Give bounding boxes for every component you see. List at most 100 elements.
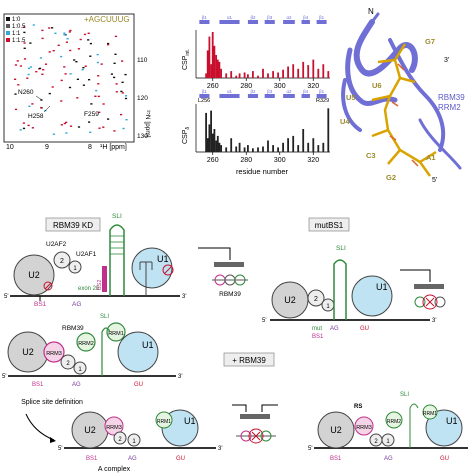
csp-bar	[238, 73, 241, 78]
csp-bar	[220, 145, 222, 152]
ss-label: β1	[202, 89, 208, 94]
mut-label: mut	[312, 326, 322, 332]
five-prime-label: 5'	[4, 294, 8, 300]
csp-bar	[267, 140, 269, 152]
ss-element	[283, 94, 295, 98]
legend-swatch	[6, 24, 10, 28]
flow-arrow	[25, 413, 55, 441]
ag-label: AG	[72, 301, 81, 308]
ss-label: β4	[303, 15, 309, 20]
csp-bar	[215, 55, 217, 78]
nmr-peak	[77, 126, 81, 128]
y-tick: 120	[137, 95, 148, 102]
nmr-peak	[83, 33, 87, 36]
nmr-peak	[14, 108, 18, 111]
rna-3prime: 3'	[444, 57, 449, 64]
nmr-peak	[122, 127, 125, 130]
nmr-peak	[22, 122, 25, 124]
csp-bar	[205, 73, 207, 78]
csp-bar	[302, 129, 305, 152]
rna-label-c3: C3	[366, 151, 376, 160]
csp-bar	[277, 147, 279, 152]
nmr-peak	[44, 63, 48, 65]
csp-bar	[317, 145, 320, 152]
ss-element	[199, 20, 210, 24]
u2af1-label: U2AF1	[76, 251, 97, 258]
csp-bar	[247, 74, 249, 78]
u2af1-num: 1	[386, 439, 390, 445]
csp-bar	[235, 146, 238, 152]
nmr-spectrum-panel: 1:0 1:0.5 1:1 1:1.5 +AGCUUUG N260 H258 F…	[3, 13, 151, 151]
csp-bar	[287, 138, 289, 152]
csp-bar	[206, 50, 209, 78]
nmr-peak	[98, 127, 101, 129]
csp-bar	[218, 142, 221, 152]
nmr-peak	[88, 79, 91, 81]
x-tick: 10	[6, 144, 14, 151]
gu-label: GU	[134, 382, 143, 388]
nmr-peak	[75, 61, 78, 63]
csp-bar	[327, 108, 330, 152]
nmr-peak	[41, 73, 44, 75]
nmr-peak	[14, 93, 17, 95]
nmr-peak	[96, 61, 99, 64]
u2af2-num: 2	[60, 258, 64, 265]
rna-label-u5: U5	[346, 93, 356, 102]
sli-label: SLI	[400, 392, 409, 398]
nmr-peak	[60, 100, 63, 102]
csp-bar	[252, 71, 254, 78]
csp-bar	[262, 68, 264, 78]
nmr-peak	[82, 67, 85, 69]
sli-label: SLI	[336, 245, 346, 252]
sli-label: SLI	[100, 314, 109, 320]
csp-bar	[243, 147, 246, 152]
splice-def-caption: Splice site definition	[21, 399, 83, 406]
rrm2-label: RRM2	[78, 341, 94, 347]
ss-label: β1	[202, 15, 208, 20]
nmr-peak	[97, 95, 100, 98]
nmr-peak	[121, 92, 124, 94]
csp-bar	[225, 73, 228, 78]
nmr-peak	[95, 89, 98, 92]
csp-bar	[307, 65, 310, 78]
csp-bar	[297, 145, 300, 152]
ss-label: β3	[267, 89, 273, 94]
nmr-peak	[97, 75, 100, 77]
nmr-peak	[48, 92, 51, 95]
nmr-peak	[35, 71, 38, 73]
nmr-peak	[64, 73, 67, 75]
rs-label: RS	[354, 404, 362, 410]
csp-bar	[208, 36, 211, 78]
nmr-peak	[114, 53, 117, 55]
secondary-structure-mid: β1 α1 β2 β3 α2 β4 β1	[199, 89, 327, 98]
u1-label: U1	[376, 282, 388, 292]
nmr-peak	[23, 47, 26, 49]
nmr-peak	[39, 57, 42, 59]
five-prime-label: 5'	[262, 318, 266, 324]
rna-label-u4: U4	[340, 117, 350, 126]
u2-label: U2	[330, 425, 342, 435]
rrm1-label: RRM1	[157, 419, 171, 425]
csp-bar	[210, 110, 212, 152]
nmr-peak	[114, 35, 117, 38]
five-prime-label: 5'	[308, 446, 312, 452]
legend-label: 1:1	[12, 31, 21, 37]
nmr-plot-frame	[3, 13, 135, 143]
bs1-label: BS1	[32, 382, 44, 388]
u1-label: U1	[446, 416, 458, 426]
nmr-peak	[26, 77, 29, 79]
nmr-peak	[89, 42, 92, 45]
peak-label-f259: F259	[84, 111, 99, 118]
csp-bar	[297, 68, 300, 78]
u1-snrnp	[351, 275, 393, 317]
sli-label: SLI	[112, 213, 122, 220]
protein-label-rbm39: RBM39	[438, 93, 465, 102]
nmr-peak	[115, 91, 118, 93]
rrm2-label: RRM2	[387, 419, 401, 425]
nmr-peak	[124, 95, 128, 97]
ss-element	[199, 94, 210, 98]
csp-bar	[211, 32, 214, 78]
csp-bar	[267, 73, 269, 78]
ag-label: AG	[72, 382, 81, 388]
